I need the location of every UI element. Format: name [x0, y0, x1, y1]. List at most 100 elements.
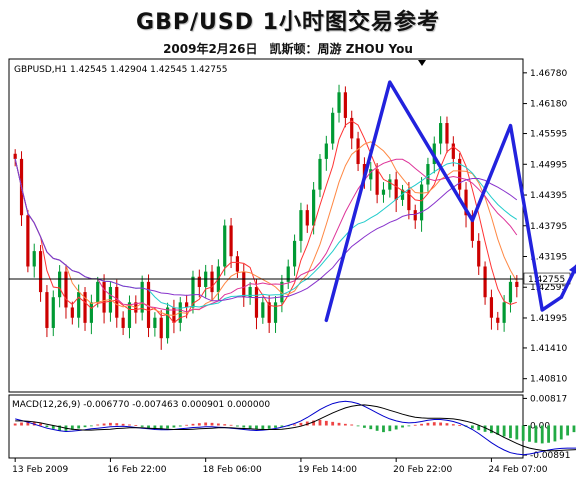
macd-histogram-bar [178, 425, 182, 427]
macd-histogram-bar [566, 425, 570, 436]
candle-body [343, 92, 347, 118]
macd-histogram-bar [432, 422, 436, 426]
candle-body [77, 292, 81, 318]
candle-body [185, 302, 189, 308]
macd-histogram-bar [445, 423, 449, 426]
macd-histogram-bar [356, 425, 360, 427]
price-tick-label: 1.41995 [530, 314, 567, 324]
macd-histogram-bar [280, 425, 284, 427]
candle-body [292, 240, 297, 267]
macd-histogram-bar [299, 422, 303, 426]
candle-body [64, 271, 68, 308]
candle-body [299, 210, 303, 241]
candle-body [242, 271, 246, 298]
candle-body [426, 164, 430, 185]
x-axis: 13 Feb 2009 16 Feb 22:00 18 Feb 06:00 19 Fe… [12, 458, 548, 475]
macd-histogram-bar [540, 425, 544, 444]
macd-histogram-bar [528, 425, 531, 442]
candle-body [229, 225, 233, 257]
chart-title: GBP/USD 1小时图交易参考 [136, 10, 440, 35]
candle-body [439, 123, 443, 144]
moving-average-line [14, 158, 518, 313]
candle-body [305, 210, 309, 226]
candle-body [32, 251, 36, 267]
macd-histogram-bar [305, 421, 309, 426]
macd-line [15, 400, 576, 456]
candle-body [223, 225, 227, 267]
candle-body [445, 123, 449, 144]
macd-panel [8, 394, 524, 459]
macd-histogram-bar [407, 425, 411, 427]
macd-signal-line [15, 404, 576, 452]
candle-body [115, 286, 119, 318]
macd-histogram-bar [439, 422, 443, 426]
price-y-axis: 1.46780 1.46180 1.45595 1.44995 1.44395 1.437… [523, 69, 567, 385]
candle-body [356, 138, 360, 165]
candle-body [83, 292, 87, 323]
candle-body [381, 189, 386, 195]
macd-histogram-bar [39, 423, 42, 426]
candle-body [502, 302, 506, 323]
x-tick-label: 20 Feb 22:00 [393, 465, 452, 475]
macd-histogram-bar [267, 425, 271, 429]
candle-body [470, 215, 474, 241]
macd-histogram-bar [515, 425, 519, 440]
candle-body [235, 256, 240, 272]
macd-histogram-bar [318, 419, 322, 426]
macd-plot [13, 400, 576, 456]
macd-histogram-bar [26, 421, 30, 426]
macd-histogram-bar [324, 420, 328, 426]
candle-body [508, 281, 513, 303]
price-tick-label: 1.46780 [530, 69, 567, 79]
macd-histogram-bar [109, 422, 112, 426]
macd-histogram-bar [363, 425, 366, 428]
macd-tick-label: -0.00891 [530, 451, 570, 461]
candle-body [273, 302, 278, 323]
price-tick-label: 1.42595 [530, 283, 567, 293]
macd-histogram-bar [102, 423, 106, 426]
macd-histogram-bar [153, 425, 157, 430]
macd-histogram-bar [534, 425, 538, 443]
macd-histogram-bar [547, 425, 550, 443]
candle-body [248, 286, 252, 298]
macd-histogram-bar [509, 425, 512, 439]
macd-tick-label: 0.00817 [530, 394, 567, 404]
macd-histogram-bar [20, 422, 23, 426]
macd-histogram-bar [216, 423, 220, 426]
candle-body [102, 281, 106, 313]
macd-tick-label: 0.00 [530, 422, 550, 432]
macd-histogram-bar [229, 424, 233, 426]
candle-body [280, 281, 284, 303]
macd-histogram-bar [382, 425, 385, 433]
macd-histogram-bar [496, 425, 500, 435]
macd-histogram-bar [394, 425, 398, 430]
price-tick-label: 1.44395 [530, 191, 567, 201]
candle-body [407, 189, 411, 211]
macd-histogram-bar [343, 423, 347, 426]
candle-body [13, 153, 17, 159]
macd-histogram-bar [191, 423, 195, 426]
candle-body [159, 317, 163, 339]
moving-average-line [14, 141, 518, 316]
macd-histogram-bar [58, 425, 62, 431]
macd-histogram-bar [274, 425, 277, 428]
candle-body [496, 317, 500, 323]
macd-histogram-bar [350, 424, 354, 426]
candle-body [337, 92, 341, 113]
x-tick-label: 19 Feb 14:00 [298, 465, 357, 475]
candle-body [45, 292, 49, 328]
macd-histogram-bar [521, 425, 525, 441]
candle-body [400, 189, 405, 200]
macd-histogram-bar [369, 425, 373, 430]
price-tick-label: 1.41410 [530, 344, 567, 354]
candle-body [331, 112, 335, 144]
macd-histogram-bar [401, 425, 404, 428]
macd-histogram-bar [470, 425, 474, 429]
macd-histogram-bar [204, 422, 208, 426]
macd-histogram-bar [312, 420, 316, 426]
macd-histogram-bar [159, 425, 163, 430]
price-tick-label: 1.45595 [530, 130, 567, 140]
macd-histogram-bar [166, 425, 169, 429]
macd-histogram-bar [337, 422, 341, 426]
